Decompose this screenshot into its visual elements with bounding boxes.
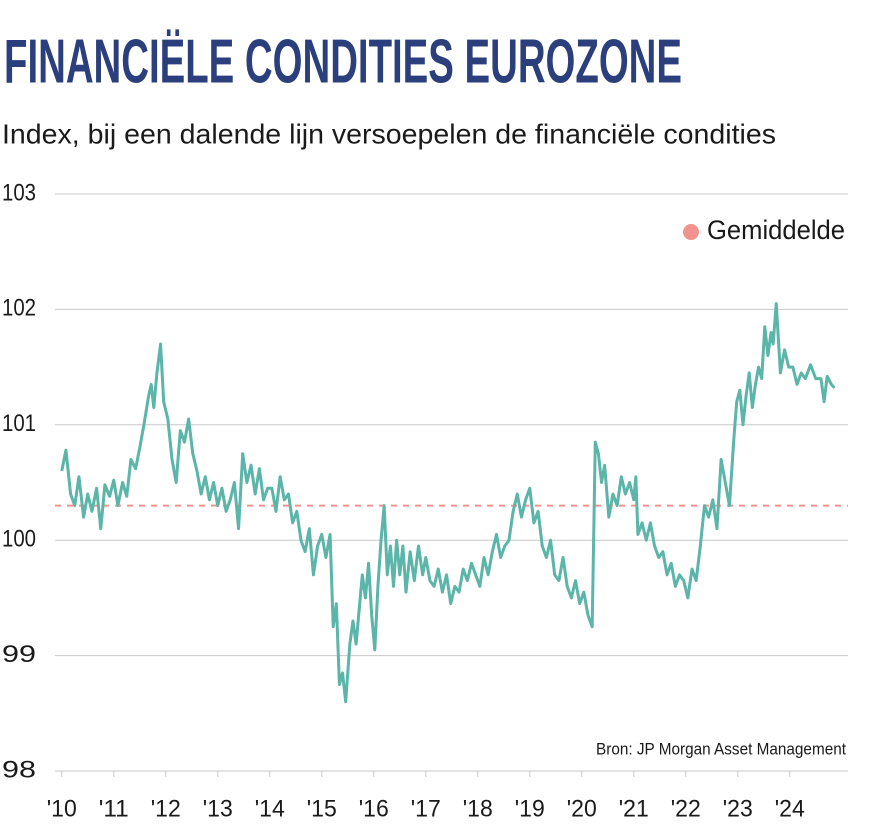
x-tick-label: '19 bbox=[515, 795, 545, 822]
x-tick-label: '15 bbox=[307, 795, 337, 822]
x-tick-label: '20 bbox=[567, 795, 597, 822]
x-tick-label: '23 bbox=[723, 795, 753, 822]
x-tick-label: '10 bbox=[47, 795, 77, 822]
source: Bron: JP Morgan Asset Management bbox=[596, 739, 846, 758]
x-tick-label: '17 bbox=[411, 795, 441, 822]
y-tick-label: 103 bbox=[2, 179, 36, 206]
y-tick-label: 101 bbox=[2, 410, 36, 437]
x-tick-label: '24 bbox=[775, 795, 805, 822]
x-tick-label: '13 bbox=[203, 795, 233, 822]
legend-marker bbox=[683, 224, 699, 240]
y-tick-label: 102 bbox=[2, 295, 36, 322]
y-tick-label: 100 bbox=[2, 526, 36, 553]
x-tick-label: '21 bbox=[619, 795, 649, 822]
y-tick-label: 99 bbox=[2, 641, 36, 668]
legend-label: Gemiddelde bbox=[707, 215, 845, 245]
chart-title: FINANCIËLE CONDITIES EUROZONE bbox=[4, 27, 682, 96]
data-line bbox=[60, 302, 836, 704]
x-tick-label: '12 bbox=[151, 795, 181, 822]
x-tick-label: '11 bbox=[99, 795, 129, 822]
x-tick-label: '22 bbox=[671, 795, 701, 822]
legend: Gemiddelde bbox=[683, 215, 845, 245]
x-tick-label: '14 bbox=[255, 795, 285, 822]
y-tick-label: 98 bbox=[2, 756, 36, 783]
chart-subtitle: Index, bij een dalende lijn versoepelen … bbox=[2, 118, 776, 149]
x-tick-label: '16 bbox=[359, 795, 389, 822]
x-tick-label: '18 bbox=[463, 795, 493, 822]
